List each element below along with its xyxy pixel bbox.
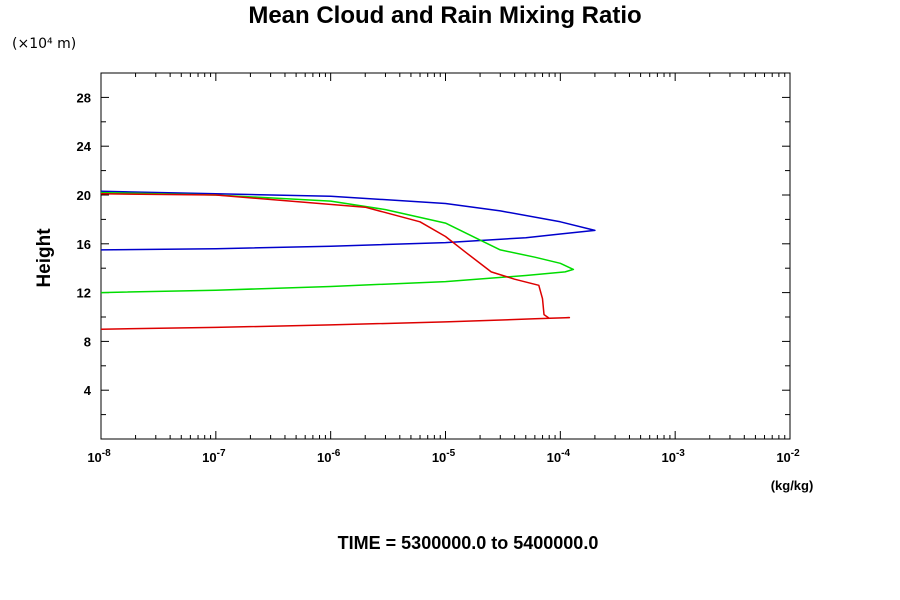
x-tick-label: 10-6 <box>317 448 341 465</box>
x-tick-labels: 10-8 10-7 10-6 10-5 10-4 10-3 10-2 <box>87 448 800 465</box>
x-tick-label: 10-7 <box>202 448 226 465</box>
series-layer <box>100 190 596 330</box>
y-tick-label: 28 <box>77 90 91 105</box>
x-tick-label: 10-8 <box>87 448 111 465</box>
x-tick-label: 10-4 <box>547 448 571 465</box>
series-line-1 <box>100 190 596 251</box>
y-tick-labels: 4 8 12 16 20 24 28 <box>77 90 92 398</box>
y-tick-label: 8 <box>84 334 91 349</box>
series-line-3 <box>100 193 571 330</box>
y-axis-unit: (×10⁴ m) <box>12 36 76 52</box>
x-tick-label: 10-3 <box>661 448 685 465</box>
chart-title: Mean Cloud and Rain Mixing Ratio <box>248 2 641 29</box>
y-tick-label: 20 <box>77 188 91 203</box>
y-tick-label: 24 <box>77 139 92 154</box>
y-axis-label: Height <box>34 228 55 288</box>
y-tick-label: 16 <box>77 237 91 252</box>
plot-frame <box>100 72 791 440</box>
series-line-2 <box>100 191 575 294</box>
x-axis-unit: (kg/kg) <box>771 478 814 493</box>
time-range-label: TIME = 5300000.0 to 5400000.0 <box>338 533 599 553</box>
y-tick-label: 4 <box>84 383 92 398</box>
x-tick-label: 10-5 <box>432 448 456 465</box>
x-tick-label: 10-2 <box>776 448 800 465</box>
ticks-layer <box>101 73 790 439</box>
y-tick-label: 12 <box>77 286 91 301</box>
